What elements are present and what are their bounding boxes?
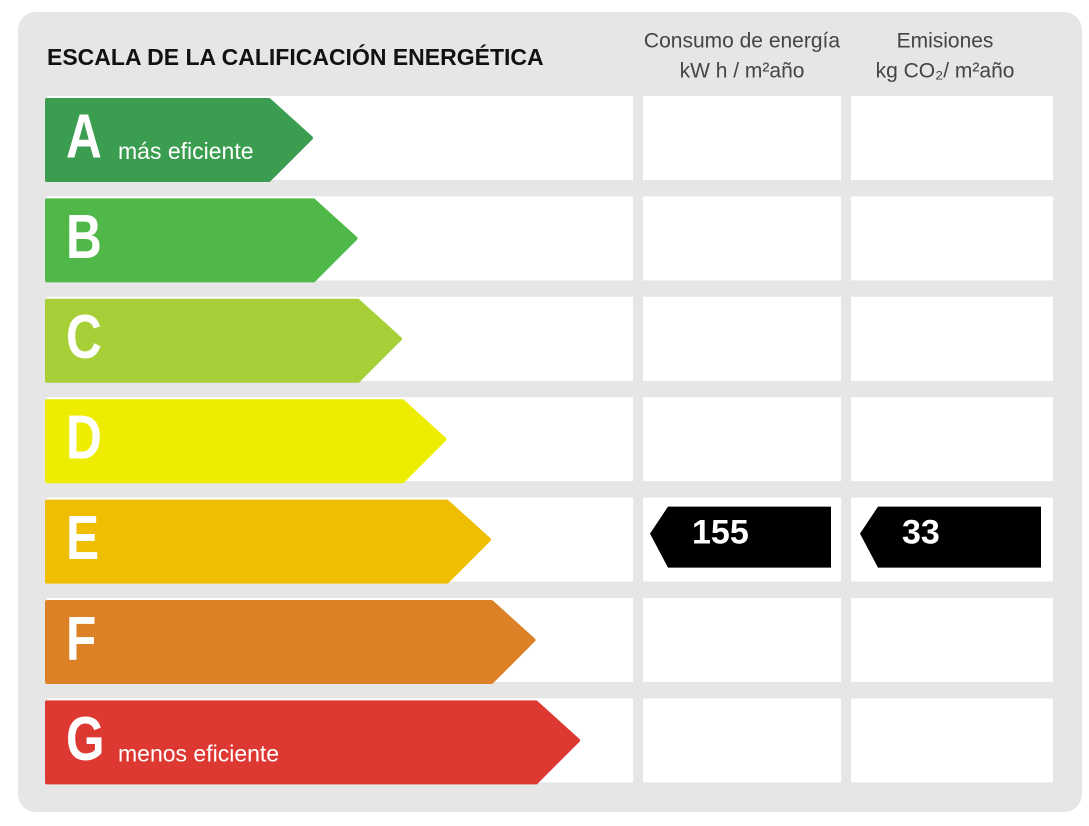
value-text: 33 <box>902 514 940 552</box>
rating-note: más eficiente <box>118 138 254 164</box>
value-cell <box>851 698 1053 783</box>
value-indicator <box>860 506 1041 568</box>
rating-arrow <box>45 600 536 684</box>
title: ESCALA DE LA CALIFICACIÓN ENERGÉTICA <box>47 43 544 70</box>
column-title: Emisiones <box>897 30 994 53</box>
rating-letter: D <box>66 402 102 472</box>
value-cell <box>851 397 1053 482</box>
value-cell <box>643 698 841 783</box>
value-indicator <box>650 506 831 568</box>
rating-letter: F <box>66 603 96 673</box>
value-cell <box>851 96 1053 180</box>
rating-arrow <box>45 298 402 383</box>
rating-arrow <box>45 399 447 484</box>
column-unit: kW h / m²año <box>680 60 805 83</box>
column-unit: kg CO₂/ m²año <box>876 60 1015 83</box>
rating-arrow <box>45 700 580 785</box>
rating-letter: B <box>66 201 102 271</box>
rating-arrow <box>45 98 313 182</box>
rating-letter: A <box>66 101 102 171</box>
value-cell <box>851 196 1053 281</box>
rating-note: menos eficiente <box>118 740 279 766</box>
rating-letter: G <box>66 703 105 773</box>
value-text: 155 <box>692 514 749 552</box>
value-cell <box>643 96 841 180</box>
value-cell <box>643 296 841 381</box>
value-cell <box>643 598 841 682</box>
value-cell <box>643 196 841 281</box>
rating-letter: C <box>66 302 102 372</box>
value-cell <box>643 397 841 482</box>
value-cell <box>851 296 1053 381</box>
value-cell <box>851 598 1053 682</box>
column-title: Consumo de energía <box>644 30 840 53</box>
rating-arrow <box>45 198 358 283</box>
rating-letter: E <box>66 503 99 573</box>
rating-arrow <box>45 499 491 584</box>
